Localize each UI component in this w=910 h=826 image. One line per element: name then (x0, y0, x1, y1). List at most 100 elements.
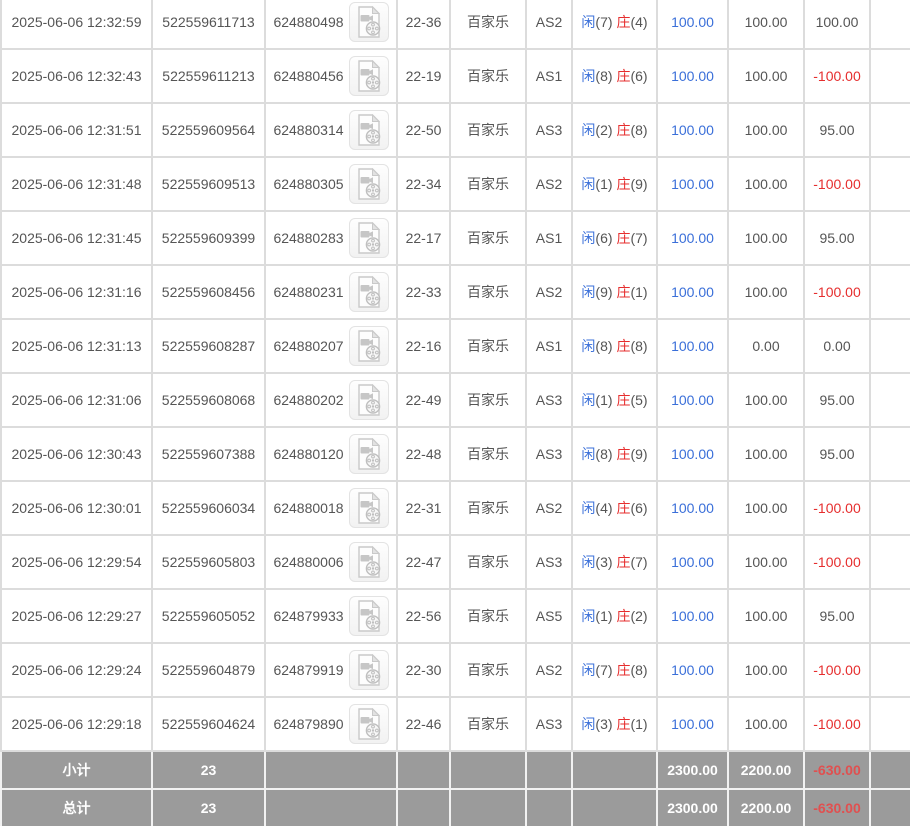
total-spacer (525, 788, 573, 826)
bet-number: 522559604624 (151, 696, 266, 752)
banker-label: 庄 (616, 68, 631, 84)
result-cell: 闲(7) 庄(4) (571, 0, 658, 50)
player-score: (3) (595, 554, 613, 570)
subtotal-spacer (869, 750, 910, 790)
total-winloss-total: -630.00 (803, 788, 871, 826)
video-replay-button[interactable] (348, 218, 389, 258)
bet-amount-link[interactable]: 100.00 (656, 48, 729, 104)
valid-amount: 100.00 (727, 156, 805, 212)
bet-amount-link[interactable]: 100.00 (656, 480, 729, 536)
video-replay-button[interactable] (348, 164, 389, 204)
player-label: 闲 (581, 122, 596, 138)
banker-score: (1) (630, 284, 648, 300)
player-score: (4) (595, 500, 613, 516)
empty-cell (869, 210, 910, 266)
total-label: 总计 (0, 788, 153, 826)
game-number: 624880314 (273, 122, 344, 138)
total-spacer (396, 788, 451, 826)
player-score: (7) (595, 14, 613, 30)
bet-number: 522559611213 (151, 48, 266, 104)
game-number: 624880120 (273, 446, 344, 462)
record-row: 2025-06-06 12:32:59 522559611713 6248804… (0, 0, 910, 50)
bet-amount-link[interactable]: 100.00 (656, 318, 729, 374)
subtotal-count: 23 (151, 750, 266, 790)
table-code: AS2 (525, 642, 573, 698)
bet-number: 522559605803 (151, 534, 266, 590)
video-replay-button[interactable] (348, 56, 389, 96)
win-loss: 95.00 (803, 588, 871, 644)
game-number: 624880006 (273, 554, 344, 570)
valid-amount: 100.00 (727, 210, 805, 266)
valid-amount: 100.00 (727, 534, 805, 590)
bet-amount-link[interactable]: 100.00 (656, 156, 729, 212)
player-label: 闲 (581, 176, 596, 192)
win-loss: 95.00 (803, 426, 871, 482)
round-number: 22-31 (396, 480, 451, 536)
bet-number: 522559609564 (151, 102, 266, 158)
bet-amount-link[interactable]: 100.00 (656, 102, 729, 158)
video-replay-button[interactable] (348, 110, 389, 150)
bet-amount-link[interactable]: 100.00 (656, 264, 729, 320)
video-replay-button[interactable] (348, 488, 389, 528)
player-label: 闲 (581, 68, 596, 84)
video-replay-button[interactable] (348, 542, 389, 582)
bet-amount-link[interactable]: 100.00 (656, 588, 729, 644)
video-replay-button[interactable] (348, 272, 389, 312)
video-replay-button[interactable] (348, 380, 389, 420)
video-replay-button[interactable] (348, 650, 389, 690)
record-row: 2025-06-06 12:31:16 522559608456 6248802… (0, 264, 910, 320)
banker-label: 庄 (616, 716, 631, 732)
bet-time: 2025-06-06 12:32:59 (0, 0, 153, 50)
game-number: 624879890 (273, 716, 344, 732)
total-spacer (449, 788, 527, 826)
bet-amount-link[interactable]: 100.00 (656, 642, 729, 698)
bet-number: 522559608068 (151, 372, 266, 428)
game-number-cell: 624879890 (264, 696, 398, 752)
video-replay-button[interactable] (348, 2, 389, 42)
bet-number: 522559608287 (151, 318, 266, 374)
valid-amount: 100.00 (727, 588, 805, 644)
valid-amount: 100.00 (727, 102, 805, 158)
bet-amount-link[interactable]: 100.00 (656, 0, 729, 50)
video-replay-button[interactable] (348, 704, 389, 744)
banker-label: 庄 (616, 284, 631, 300)
round-number: 22-36 (396, 0, 451, 50)
banker-label: 庄 (616, 500, 631, 516)
video-replay-button[interactable] (348, 326, 389, 366)
bet-amount-link[interactable]: 100.00 (656, 210, 729, 266)
record-row: 2025-06-06 12:30:43 522559607388 6248801… (0, 426, 910, 482)
video-replay-button[interactable] (348, 434, 389, 474)
player-score: (9) (595, 284, 613, 300)
player-label: 闲 (581, 446, 596, 462)
game-number-cell: 624880456 (264, 48, 398, 104)
total-count: 23 (151, 788, 266, 826)
record-row: 2025-06-06 12:29:18 522559604624 6248798… (0, 696, 910, 752)
player-score: (8) (595, 446, 613, 462)
game-number-cell: 624880018 (264, 480, 398, 536)
game-type: 百家乐 (449, 318, 527, 374)
subtotal-label: 小计 (0, 750, 153, 790)
round-number: 22-49 (396, 372, 451, 428)
table-code: AS1 (525, 210, 573, 266)
video-replay-button[interactable] (348, 596, 389, 636)
win-loss: 0.00 (803, 318, 871, 374)
banker-score: (6) (630, 68, 648, 84)
record-row: 2025-06-06 12:29:24 522559604879 6248799… (0, 642, 910, 698)
bet-time: 2025-06-06 12:31:45 (0, 210, 153, 266)
bet-amount-link[interactable]: 100.00 (656, 534, 729, 590)
game-type: 百家乐 (449, 642, 527, 698)
game-number-cell: 624879919 (264, 642, 398, 698)
total-spacer (264, 788, 398, 826)
bet-amount-link[interactable]: 100.00 (656, 426, 729, 482)
valid-amount: 100.00 (727, 0, 805, 50)
bet-amount-link[interactable]: 100.00 (656, 372, 729, 428)
result-cell: 闲(1) 庄(5) (571, 372, 658, 428)
bet-amount-link[interactable]: 100.00 (656, 696, 729, 752)
round-number: 22-19 (396, 48, 451, 104)
bet-number: 522559609513 (151, 156, 266, 212)
round-number: 22-56 (396, 588, 451, 644)
game-type: 百家乐 (449, 48, 527, 104)
bet-time: 2025-06-06 12:31:16 (0, 264, 153, 320)
table-code: AS3 (525, 102, 573, 158)
